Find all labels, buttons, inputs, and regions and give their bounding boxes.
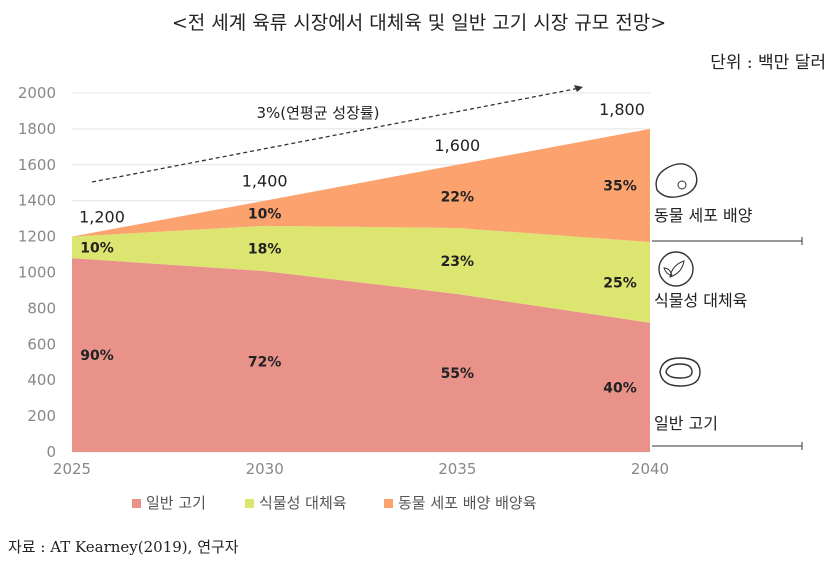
source-note: 자료 : AT Kearney(2019), 연구자 xyxy=(8,538,239,556)
share-label: 25% xyxy=(603,275,637,291)
side-label: 동물 세포 배양 xyxy=(654,206,753,225)
x-tick-label: 2030 xyxy=(246,460,284,478)
share-label: 10% xyxy=(80,240,114,256)
arrow-head-icon xyxy=(574,85,583,92)
legend-label: 동물 세포 배양 배양육 xyxy=(398,494,537,512)
y-tick-label: 800 xyxy=(27,299,56,317)
area-series-2 xyxy=(72,128,650,242)
share-label: 72% xyxy=(248,355,282,371)
x-tick-label: 2035 xyxy=(438,460,476,478)
legend-swatch xyxy=(245,499,254,508)
x-tick-label: 2040 xyxy=(631,460,669,478)
y-tick-label: 1400 xyxy=(18,192,56,210)
y-tick-label: 200 xyxy=(27,407,56,425)
share-label: 22% xyxy=(441,189,475,205)
total-label: 1,800 xyxy=(599,100,645,119)
share-label: 55% xyxy=(441,366,475,382)
y-tick-label: 1600 xyxy=(18,156,56,174)
side-label: 일반 고기 xyxy=(654,414,718,433)
share-label: 40% xyxy=(603,380,637,396)
legend-swatch xyxy=(384,499,393,508)
y-tick-label: 1800 xyxy=(18,120,56,138)
legend-label: 일반 고기 xyxy=(146,494,206,512)
leaf-icon xyxy=(663,260,685,278)
total-label: 1,400 xyxy=(242,172,288,191)
growth-trend-arrow xyxy=(91,87,581,183)
meat-steak-icon xyxy=(659,357,701,387)
x-tick-label: 2025 xyxy=(53,460,91,478)
y-tick-label: 1000 xyxy=(18,264,56,282)
y-tick-label: 1200 xyxy=(18,228,56,246)
cell-nucleus-icon xyxy=(677,180,687,190)
y-tick-label: 2000 xyxy=(18,84,56,102)
chart-title: <전 세계 육류 시장에서 대체육 및 일반 고기 시장 규모 전망> xyxy=(171,12,667,34)
legend-swatch xyxy=(132,499,141,508)
legend-label: 식물성 대체육 xyxy=(259,494,347,512)
growth-annotation: 3%(연평균 성장률) xyxy=(256,104,379,122)
area-series-0 xyxy=(72,258,650,452)
share-label: 90% xyxy=(80,348,114,364)
unit-label: 단위 : 백만 달러 xyxy=(710,53,826,73)
plant-leaf-icon xyxy=(658,251,694,287)
share-label: 18% xyxy=(248,241,282,257)
share-label: 10% xyxy=(248,206,282,222)
y-tick-label: 0 xyxy=(46,443,56,461)
area-series-1 xyxy=(72,225,650,323)
side-label: 식물성 대체육 xyxy=(654,291,747,310)
share-label: 23% xyxy=(441,254,475,270)
share-label: 35% xyxy=(603,178,637,194)
total-label: 1,200 xyxy=(79,208,125,227)
total-label: 1,600 xyxy=(434,136,480,155)
cell-icon xyxy=(655,163,698,198)
y-tick-label: 400 xyxy=(27,371,56,389)
y-tick-label: 600 xyxy=(27,335,56,353)
